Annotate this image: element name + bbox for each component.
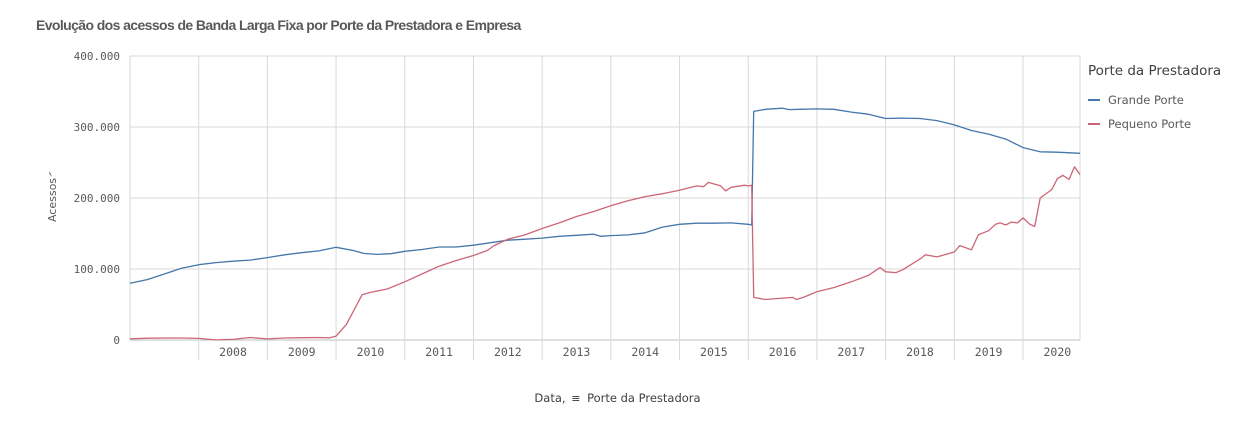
x-axis-label-prefix: Data, (534, 391, 566, 405)
gridlines (129, 55, 1081, 360)
x-tick-label: 2011 (425, 345, 453, 359)
x-tick-label: 2008 (219, 345, 247, 359)
chart-title: Evolução dos acessos de Banda Larga Fixa… (36, 17, 521, 33)
x-tick-label: 2017 (837, 345, 865, 359)
x-tick-label: 2012 (494, 345, 522, 359)
x-tick-label: 2018 (906, 345, 934, 359)
x-tick-label: 2013 (563, 345, 591, 359)
y-tick-label: 200.000 (74, 192, 120, 205)
x-axis-ticks: 2008 2009 2010 2011 2012 2013 2014 2015 2016 2017… (219, 345, 1071, 359)
x-tick-label: 2014 (631, 345, 659, 359)
x-tick-label: 2016 (769, 345, 797, 359)
y-tick-label: 100.000 (74, 263, 120, 276)
legend-item-grande-porte[interactable]: Grande Porte (1088, 88, 1221, 112)
y-axis-label: Acessos (46, 178, 59, 222)
legend-label: Pequeno Porte (1108, 117, 1192, 131)
series-line-pequeno-porte[interactable] (129, 166, 1081, 341)
series-lines (129, 107, 1081, 341)
x-axis-label[interactable]: Data, ≡ Porte da Prestadora (0, 391, 1235, 405)
legend-item-pequeno-porte[interactable]: Pequeno Porte (1088, 112, 1221, 136)
x-axis-label-dim: Porte da Prestadora (587, 391, 701, 405)
y-tick-label: 400.000 (74, 50, 120, 63)
legend-title: Porte da Prestadora (1088, 63, 1222, 79)
y-tick-label: 300.000 (74, 121, 120, 134)
y-axis-menu-icon[interactable] (49, 171, 53, 177)
x-tick-label: 2019 (975, 345, 1003, 359)
x-tick-label: 2009 (288, 345, 316, 359)
y-axis-title[interactable]: Acessos (46, 171, 59, 222)
x-tick-label: 2010 (357, 345, 385, 359)
y-axis-ticks: 0 100.000 200.000 300.000 400.000 (74, 50, 120, 347)
legend-swatch-pequeno-icon (1088, 123, 1100, 125)
series-line-grande-porte[interactable] (129, 107, 1081, 284)
drill-down-icon: ≡ (571, 392, 581, 405)
y-tick-label: 0 (113, 334, 120, 347)
legend-swatch-grande-icon (1088, 99, 1100, 101)
legend-label: Grande Porte (1108, 93, 1184, 107)
x-tick-label: 2015 (700, 345, 728, 359)
x-tick-label: 2020 (1043, 345, 1071, 359)
legend: Porte da Prestadora Grande Porte Pequeno… (1088, 63, 1221, 136)
